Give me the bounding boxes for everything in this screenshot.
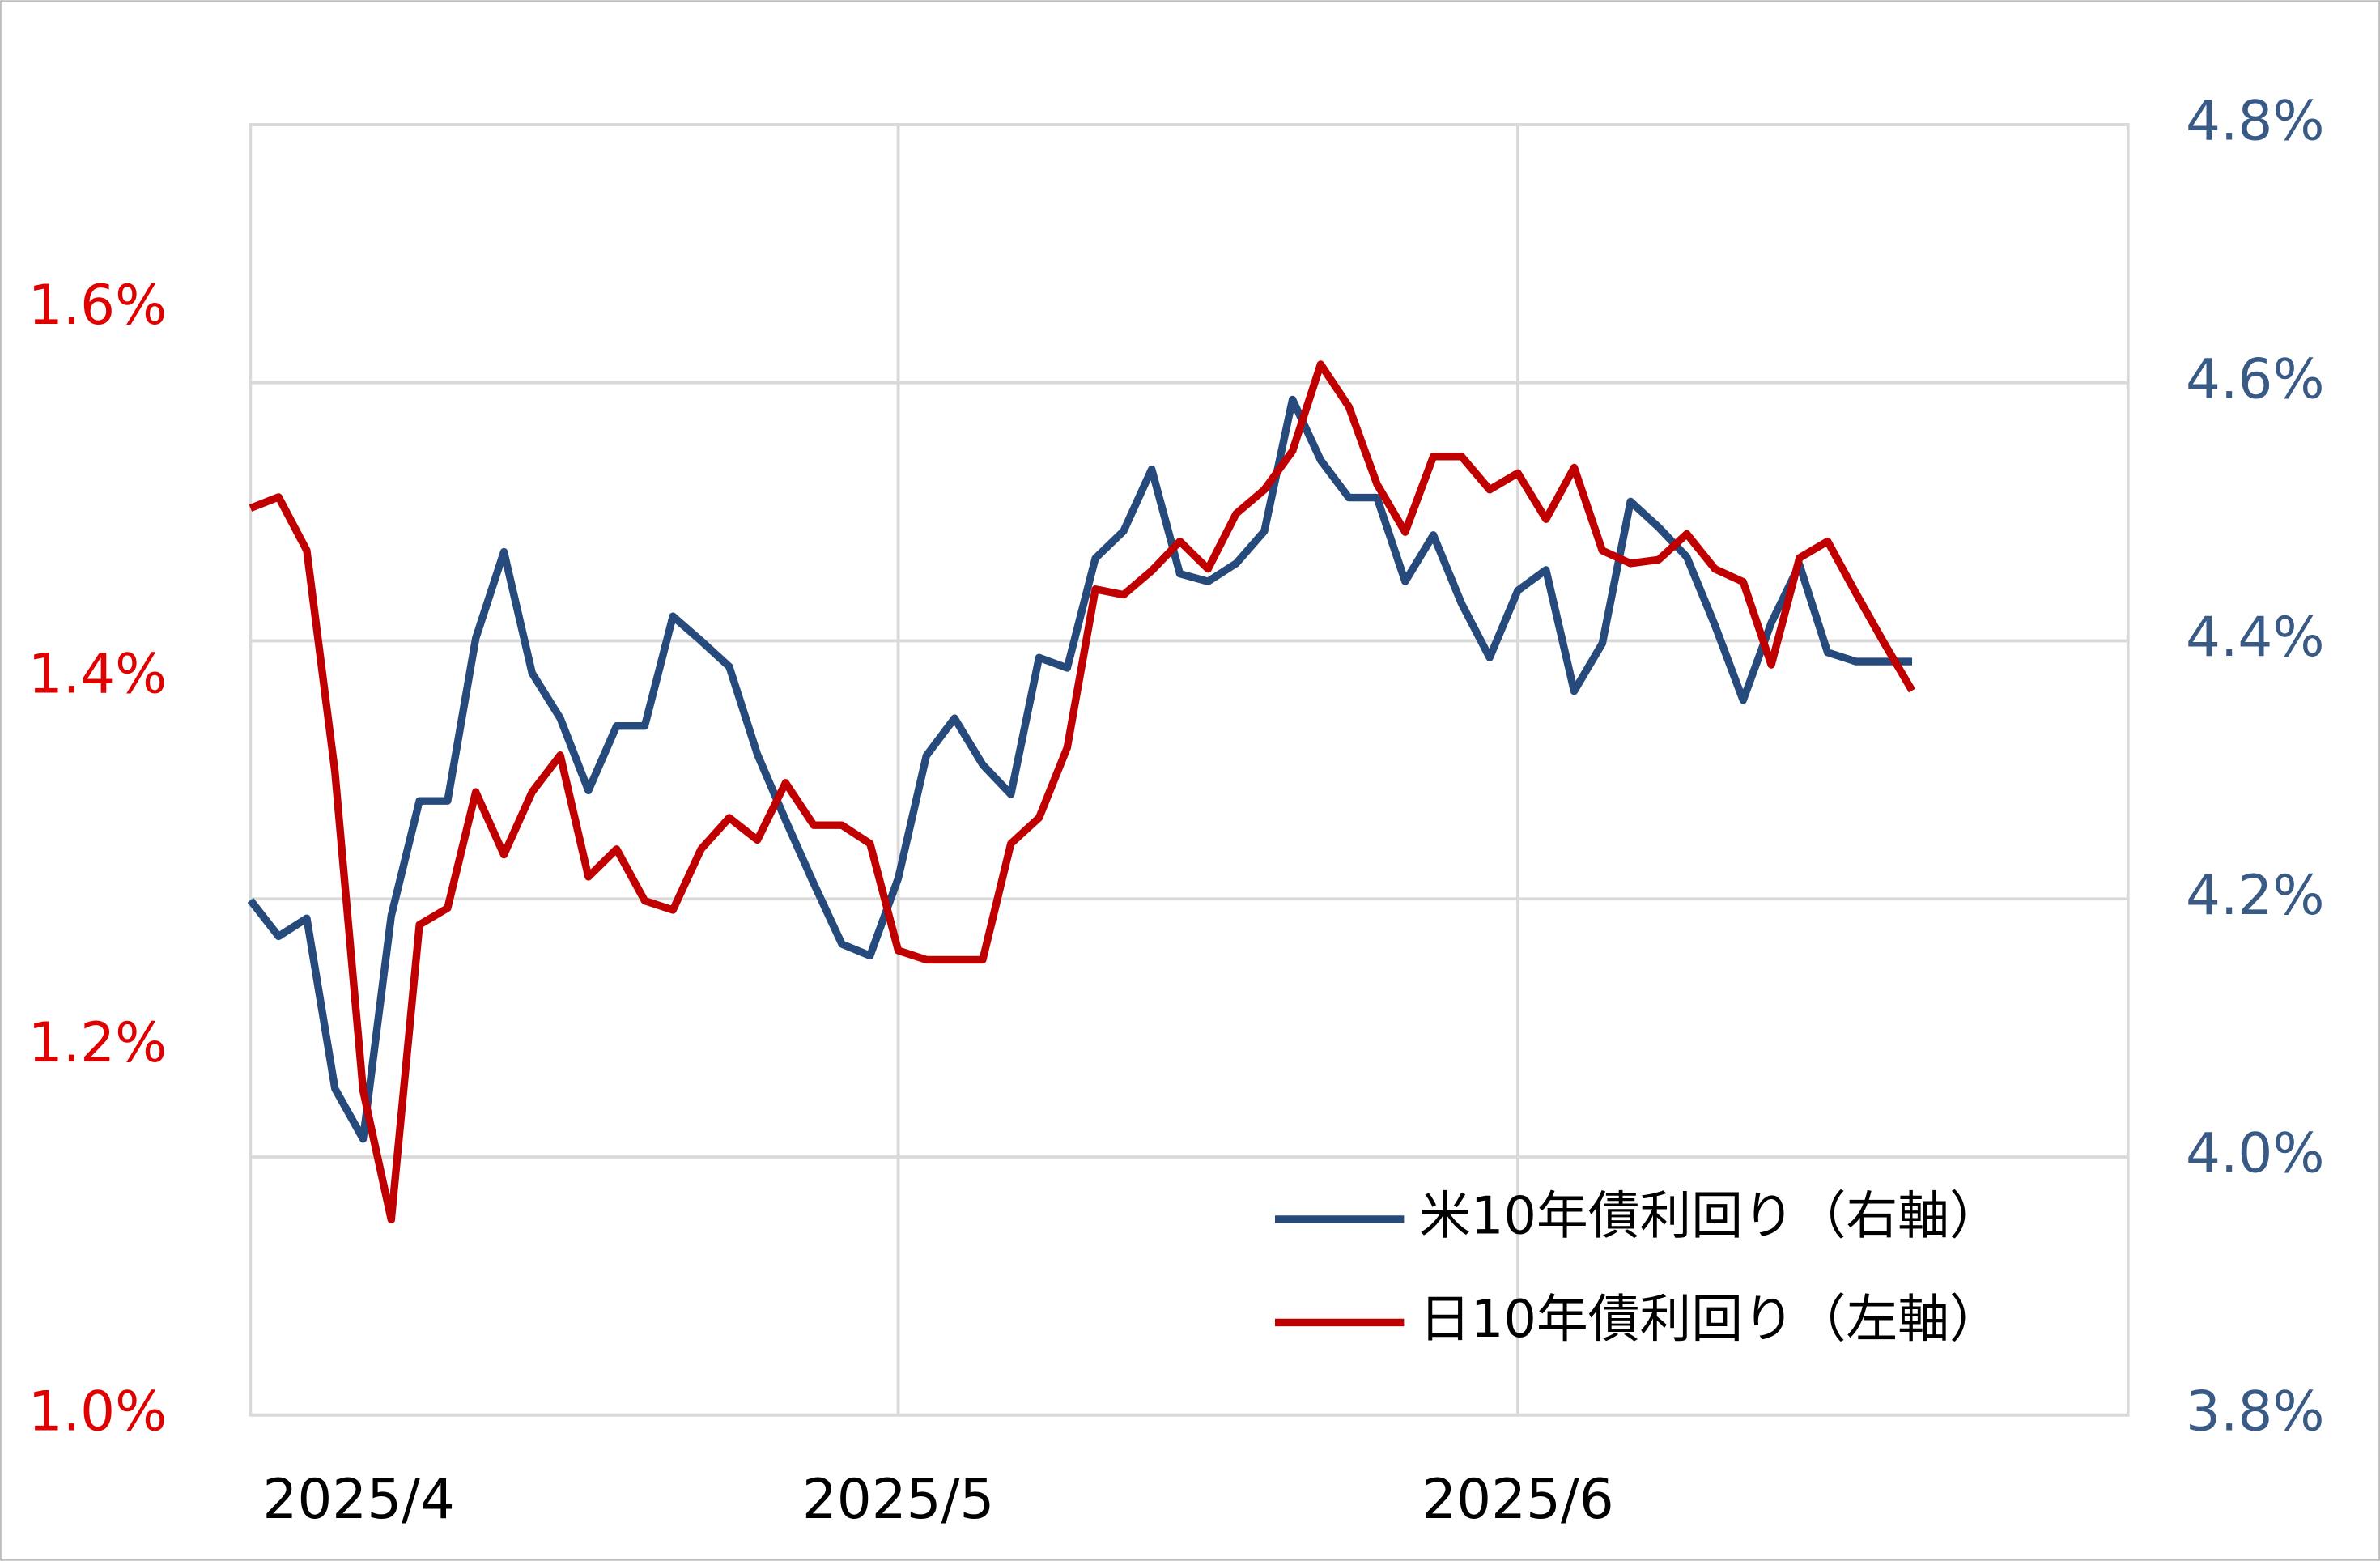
y2-tick-label: 4.4% [2186, 605, 2325, 669]
x-tick-label: 2025/6 [1422, 1467, 1613, 1531]
y2-tick-label: 4.8% [2186, 89, 2325, 153]
y2-tick-label: 3.8% [2186, 1379, 2325, 1443]
x-tick-label: 2025/5 [802, 1467, 994, 1531]
y-tick-label: 1.4% [28, 642, 168, 706]
plot-frame [249, 123, 2130, 1417]
y-tick-label: 1.0% [28, 1379, 168, 1443]
y-tick-label: 1.6% [28, 273, 168, 337]
y2-tick-label: 4.6% [2186, 347, 2325, 410]
axis-labels: 1.0% 1.2% 1.4% 1.6% 3.8% 4.0% 4.2% 4.4% 4.6% 4.8%… [28, 89, 2325, 1532]
series-line [247, 395, 1913, 1143]
plot [247, 360, 1916, 1224]
series-line [249, 360, 1916, 1224]
legend-label: 日10年債利回り（左軸） [1419, 1290, 2001, 1350]
legend-label: 米10年債利回り（右軸） [1419, 1186, 2001, 1246]
y-tick-label: 1.2% [28, 1010, 168, 1074]
x-tick-label: 2025/4 [262, 1467, 454, 1531]
y2-tick-label: 4.0% [2186, 1121, 2325, 1185]
legend: 米10年債利回り（右軸） 日10年債利回り（左軸） [1275, 1186, 2001, 1350]
y2-tick-label: 4.2% [2186, 863, 2325, 927]
